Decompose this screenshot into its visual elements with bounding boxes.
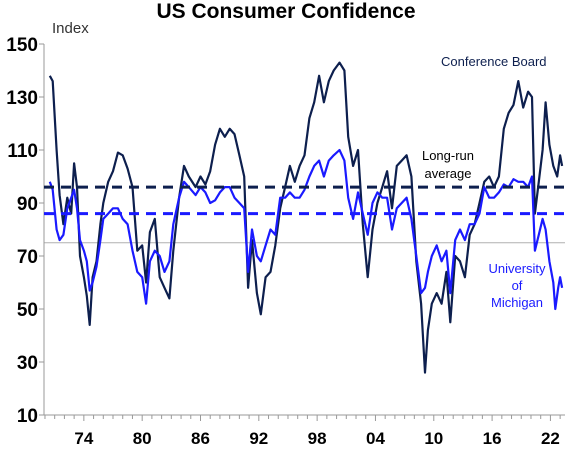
plot-area: 10 30 50 70 90 110 130 150 74 80 86 92 98 04 10 16 22 [6,35,565,448]
x-tick-label-80: 80 [133,429,152,448]
y-tick-label-30: 30 [17,353,38,374]
chart-title: US Consumer Confidence [156,0,415,23]
x-tick-label-22: 22 [541,429,560,448]
annotation-long-run-average-line2: average [425,166,472,181]
x-tick-label-98: 98 [308,429,327,448]
annotation-michigan-line1: University [488,261,546,276]
x-axis-ticks: 74 80 86 92 98 04 10 16 22 [44,415,561,448]
x-tick-label-04: 04 [366,429,385,448]
y-axis-unit-label: Index [52,20,89,37]
series-line-conference-board [48,61,564,374]
x-tick-label-74: 74 [74,429,93,448]
x-tick-label-86: 86 [191,429,210,448]
y-tick-label-130: 130 [6,88,38,109]
annotation-long-run-average-line1: Long-run [422,148,474,163]
annotation-michigan-line3: Michigan [491,295,543,310]
series-line-university-of-michigan [48,148,564,311]
y-tick-label-10: 10 [17,406,38,427]
y-tick-label-90: 90 [17,194,38,215]
y-tick-label-110: 110 [7,141,38,162]
x-tick-label-92: 92 [249,429,268,448]
annotation-conference-board: Conference Board [441,54,547,69]
y-tick-label-50: 50 [17,300,38,321]
y-tick-label-150: 150 [6,35,38,56]
x-tick-label-16: 16 [483,429,502,448]
y-tick-label-70: 70 [17,247,38,268]
annotation-michigan-line2: of [512,278,523,293]
x-tick-label-10: 10 [424,429,443,448]
y-axis-ticks: 10 30 50 70 90 110 130 150 [6,35,44,427]
